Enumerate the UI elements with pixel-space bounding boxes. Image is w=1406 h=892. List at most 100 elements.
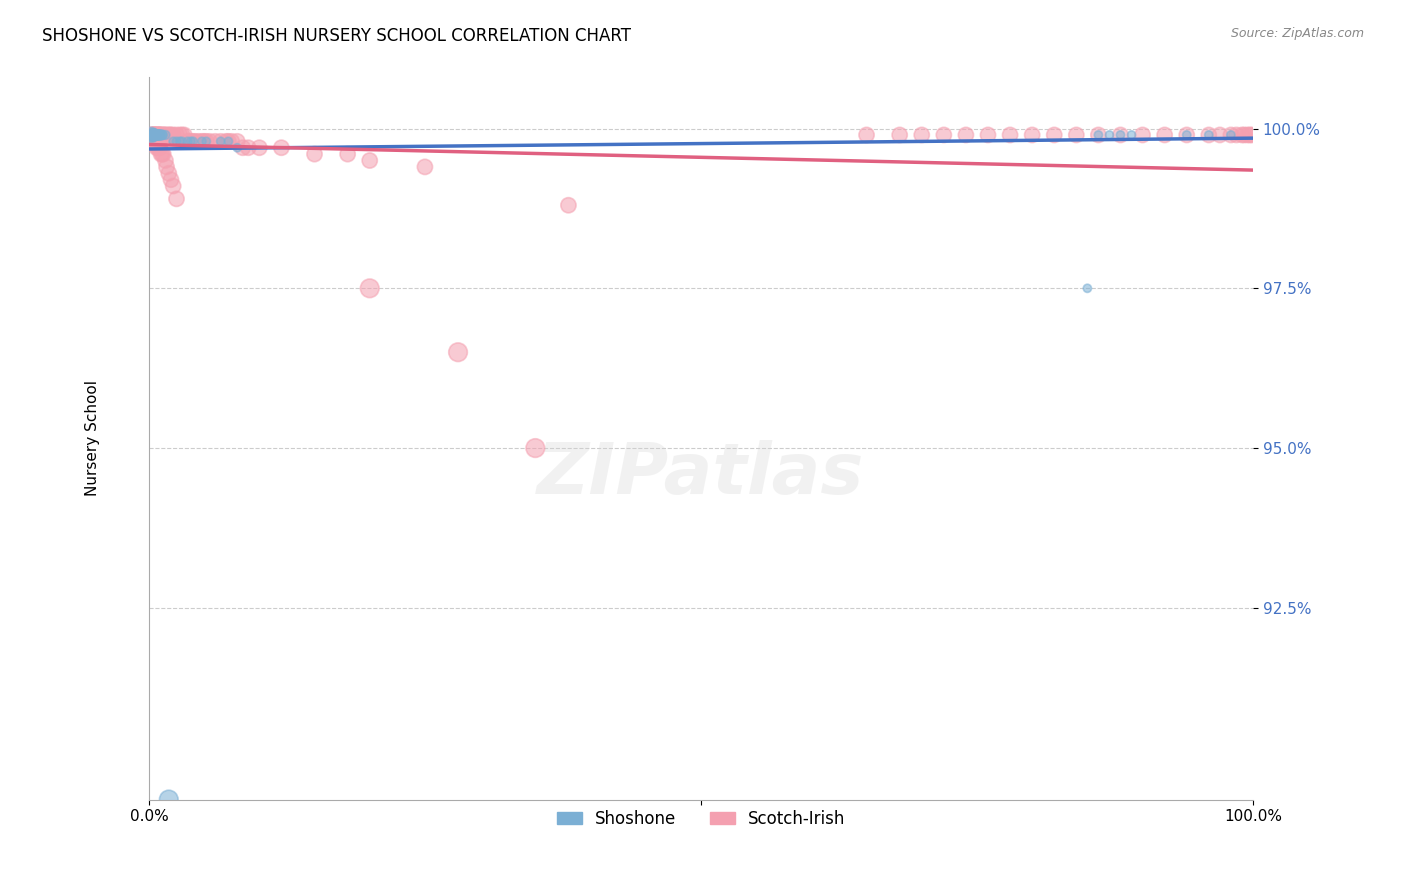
Point xyxy=(143,128,166,142)
Point xyxy=(152,147,174,161)
Text: SHOSHONE VS SCOTCH-IRISH NURSERY SCHOOL CORRELATION CHART: SHOSHONE VS SCOTCH-IRISH NURSERY SCHOOL … xyxy=(42,27,631,45)
Point xyxy=(180,134,202,148)
Point xyxy=(141,128,163,142)
Point xyxy=(146,128,169,142)
Point xyxy=(170,128,193,142)
Point xyxy=(204,134,226,148)
Point xyxy=(145,128,167,142)
Point xyxy=(150,147,173,161)
Point xyxy=(143,128,166,142)
Point xyxy=(1233,128,1256,142)
Point xyxy=(157,128,180,142)
Point xyxy=(1198,128,1220,142)
Point xyxy=(198,134,221,148)
Point xyxy=(304,147,326,161)
Point xyxy=(148,141,170,155)
Point xyxy=(155,160,177,174)
Point xyxy=(221,134,243,148)
Point xyxy=(1043,128,1066,142)
Point xyxy=(152,128,174,142)
Point xyxy=(166,128,188,142)
Point xyxy=(142,128,165,142)
Point xyxy=(191,134,214,148)
Point xyxy=(169,128,191,142)
Point xyxy=(155,128,177,142)
Point xyxy=(143,128,166,142)
Point xyxy=(148,128,170,142)
Point xyxy=(226,134,249,148)
Point xyxy=(155,128,177,142)
Point xyxy=(1121,128,1143,142)
Point xyxy=(145,128,167,142)
Point xyxy=(270,141,292,155)
Point xyxy=(1240,128,1263,142)
Point xyxy=(148,128,170,142)
Point xyxy=(169,134,191,148)
Point xyxy=(1209,128,1232,142)
Point xyxy=(139,128,162,142)
Point xyxy=(413,160,436,174)
Point xyxy=(1198,128,1220,142)
Point xyxy=(1109,128,1132,142)
Point xyxy=(170,134,193,148)
Point xyxy=(149,128,172,142)
Point xyxy=(141,134,163,148)
Point xyxy=(1175,128,1198,142)
Point xyxy=(143,128,166,142)
Point xyxy=(143,128,166,142)
Point xyxy=(145,141,167,155)
Point xyxy=(146,128,169,142)
Point xyxy=(1230,128,1253,142)
Point xyxy=(195,134,218,148)
Point xyxy=(181,134,204,148)
Point xyxy=(232,141,254,155)
Point xyxy=(855,128,877,142)
Y-axis label: Nursery School: Nursery School xyxy=(86,381,100,497)
Point xyxy=(149,128,172,142)
Point xyxy=(146,141,169,155)
Point xyxy=(139,128,162,142)
Point xyxy=(145,134,167,148)
Point xyxy=(142,134,165,148)
Point xyxy=(160,128,183,142)
Point xyxy=(150,147,173,161)
Point xyxy=(226,141,249,155)
Point xyxy=(139,134,162,148)
Point xyxy=(149,141,172,155)
Point xyxy=(209,134,232,148)
Point xyxy=(955,128,977,142)
Point xyxy=(524,441,547,455)
Point xyxy=(162,134,184,148)
Point xyxy=(143,128,166,142)
Point xyxy=(141,128,163,142)
Point xyxy=(195,134,218,148)
Point xyxy=(447,345,470,359)
Point xyxy=(184,134,207,148)
Point xyxy=(1236,128,1258,142)
Point xyxy=(150,128,173,142)
Point xyxy=(148,128,170,142)
Point xyxy=(209,134,232,148)
Point xyxy=(143,134,166,148)
Point xyxy=(148,128,170,142)
Point xyxy=(1175,128,1198,142)
Point xyxy=(142,128,165,142)
Point xyxy=(145,128,167,142)
Point xyxy=(145,128,167,142)
Point xyxy=(153,128,176,142)
Point xyxy=(911,128,934,142)
Point xyxy=(150,128,173,142)
Point xyxy=(141,128,163,142)
Point xyxy=(141,128,163,142)
Point xyxy=(1153,128,1175,142)
Point xyxy=(176,134,198,148)
Point xyxy=(359,153,381,168)
Point xyxy=(1109,128,1132,142)
Point xyxy=(217,134,239,148)
Text: Source: ZipAtlas.com: Source: ZipAtlas.com xyxy=(1230,27,1364,40)
Point xyxy=(1076,281,1098,295)
Point xyxy=(157,792,180,806)
Point xyxy=(141,134,163,148)
Point xyxy=(146,128,169,142)
Point xyxy=(1219,128,1241,142)
